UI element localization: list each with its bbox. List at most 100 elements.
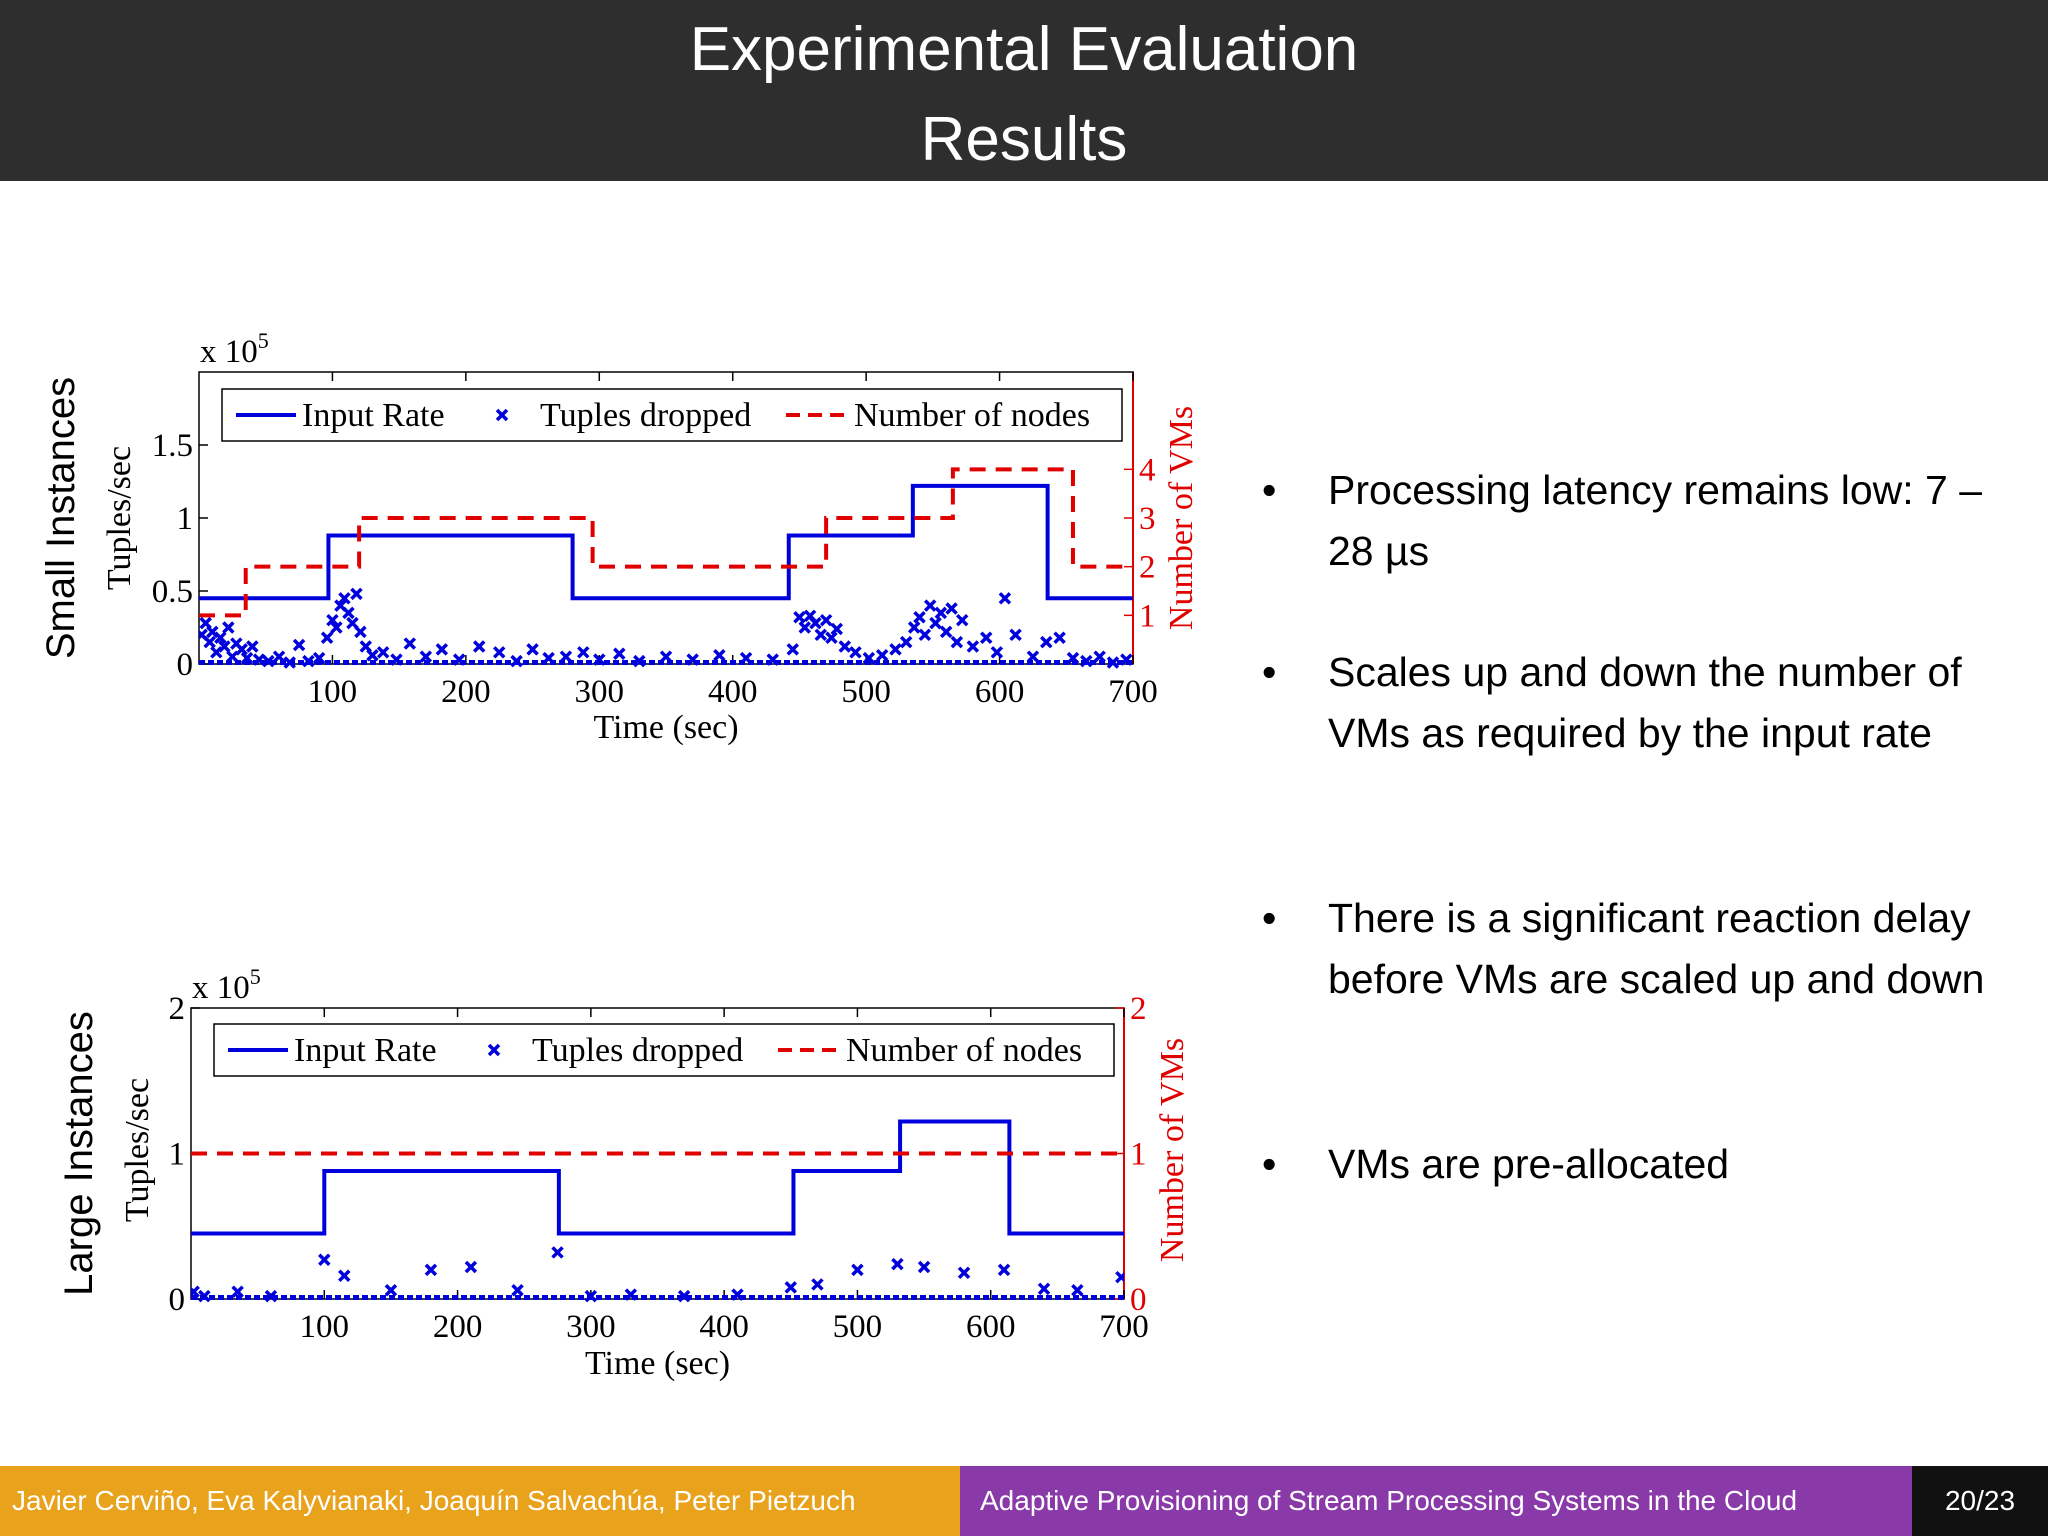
tuples-dropped-point	[913, 611, 926, 624]
legend-label: Input Rate	[294, 1032, 437, 1069]
series-tuples-dropped	[199, 587, 1133, 669]
tuples-dropped-point	[283, 656, 296, 669]
tuples-dropped-point	[246, 640, 259, 653]
x-tick-label: 600	[966, 1309, 1016, 1345]
tuples-dropped-point	[739, 651, 753, 665]
legend: Input Rate Tuples dropped Number of nodes	[213, 1023, 1115, 1077]
tuples-dropped-point	[510, 654, 523, 668]
tuples-dropped-point	[950, 635, 964, 649]
plot-data	[199, 467, 1133, 669]
tuples-dropped-point	[929, 616, 942, 630]
bullet-text: VMs are pre-allocated	[1328, 1141, 1730, 1187]
tuples-dropped-point	[862, 651, 876, 665]
tuples-dropped-point	[819, 613, 833, 627]
y2-tick-label: 1	[1139, 598, 1156, 634]
y2-tick-label: 2	[1139, 550, 1156, 586]
tuples-dropped-point	[659, 650, 673, 663]
tuples-dropped-point	[419, 650, 433, 663]
tuples-dropped-point	[1053, 631, 1066, 644]
y2-tick-label: 0	[1130, 1282, 1147, 1318]
tuples-dropped-point	[292, 638, 306, 652]
x-tick-label: 300	[575, 674, 625, 710]
tuples-dropped-point	[811, 1278, 824, 1291]
legend-label: Number of nodes	[846, 1032, 1082, 1069]
tuples-dropped-point	[731, 1288, 744, 1301]
tuples-dropped-point	[492, 646, 506, 659]
tuples-dropped-point	[366, 649, 379, 662]
y-tick-label: 1	[177, 501, 194, 537]
tuples-dropped-point	[354, 625, 367, 639]
footer-page-number: 20/23	[1912, 1466, 2048, 1536]
x-tick-label: 400	[699, 1309, 749, 1345]
tuples-dropped-point	[907, 621, 921, 634]
bullet-dot-icon: •	[1262, 649, 1277, 695]
tuples-dropped-point	[966, 640, 980, 653]
series-input-rate-line	[191, 1119, 1124, 1236]
plot-data	[191, 1119, 1124, 1303]
bullet-dot-icon: •	[1262, 895, 1277, 941]
tuples-dropped-point	[1080, 654, 1093, 668]
x-tick-label: 500	[841, 674, 891, 710]
legend-box	[213, 1023, 1115, 1077]
y-tick-label: 2	[169, 991, 186, 1027]
tuples-dropped-point	[198, 1289, 211, 1303]
tuples-dropped-point	[786, 643, 799, 656]
legend-label: Input Rate	[302, 397, 445, 434]
tuples-dropped-point	[613, 647, 626, 661]
tuples-dropped-point	[918, 628, 932, 642]
tuples-dropped-point	[214, 631, 227, 644]
y-axis-label: Tuples/sec	[101, 446, 138, 590]
tuples-dropped-point	[222, 621, 235, 634]
tuples-dropped-point	[330, 621, 343, 634]
tuples-dropped-point	[677, 1289, 691, 1303]
tuples-dropped-point	[899, 635, 913, 649]
tuples-dropped-point	[849, 646, 862, 659]
tuples-dropped-point	[686, 653, 699, 666]
tuples-dropped-point	[302, 654, 315, 668]
tuples-dropped-point	[923, 599, 937, 612]
bullet-dot-icon: •	[1262, 467, 1277, 513]
y2-axis-label: Number of VMs	[1163, 406, 1200, 630]
tuples-dropped-point	[338, 592, 351, 605]
tuples-dropped-point	[235, 643, 248, 656]
series-tuples-dropped	[191, 1246, 1124, 1303]
tuples-dropped-point	[559, 650, 573, 663]
y-multiplier-label: x 105	[192, 964, 261, 1006]
bullet-text: Scales up and down the number of VMs as …	[1328, 649, 1962, 756]
tuples-dropped-point	[511, 1284, 524, 1297]
tuples-dropped-point	[825, 631, 838, 644]
bullet-text: Processing latency remains low: 7 – 28 µ…	[1328, 467, 1983, 574]
tuples-dropped-point	[624, 1288, 638, 1301]
tuples-dropped-point	[384, 1284, 398, 1297]
tuples-dropped-point	[435, 643, 449, 656]
tuples-dropped-point	[1026, 650, 1040, 663]
tuples-dropped-point	[997, 1263, 1011, 1277]
tuples-dropped-point	[1093, 650, 1106, 663]
tuples-dropped-point	[526, 643, 539, 656]
x-tick-label: 700	[1108, 674, 1158, 710]
legend: Input Rate Tuples dropped Number of nodes	[221, 388, 1123, 442]
tuples-dropped-point	[252, 653, 266, 666]
series-input-rate-line	[199, 483, 1133, 601]
tuples-dropped-point	[784, 1281, 798, 1294]
tuples-dropped-point	[551, 1246, 564, 1259]
title-bar: Experimental Evaluation Results	[0, 0, 2048, 181]
tuples-dropped-point	[917, 1260, 931, 1274]
x-tick-label: 100	[300, 1309, 350, 1345]
tuples-dropped-point	[939, 625, 953, 639]
tuples-dropped-point	[814, 628, 828, 642]
panel-label: Large Instances	[57, 1011, 101, 1296]
tuples-dropped-point	[584, 1289, 598, 1303]
tuples-dropped-point	[326, 613, 339, 627]
tuples-dropped-point	[1040, 635, 1053, 649]
y2-tick-label: 4	[1139, 452, 1156, 488]
tuples-dropped-point	[957, 1266, 971, 1280]
tuples-dropped-point	[838, 640, 852, 653]
footer-authors: Javier Cerviño, Eva Kalyvianaki, Joaquín…	[0, 1466, 960, 1536]
y2-axis-label: Number of VMs	[1154, 1038, 1191, 1262]
tuples-dropped-point	[830, 622, 844, 636]
footer-talk-title: Adaptive Provisioning of Stream Processi…	[960, 1466, 1912, 1536]
tuples-dropped-point	[998, 592, 1012, 605]
tuples-dropped-point	[577, 646, 590, 659]
